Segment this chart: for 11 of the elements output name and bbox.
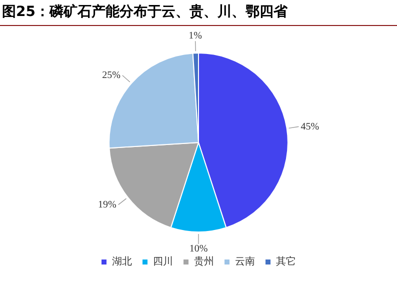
legend-label: 云南 [235,256,255,268]
data-label: 25% [102,70,120,82]
data-label: 19% [98,199,116,210]
legend-label: 其它 [276,256,296,268]
legend-label: 贵州 [194,256,214,268]
data-label: 1% [188,30,202,42]
data-label: 10% [189,244,208,255]
legend-label: 湖北 [112,256,132,268]
chart-title: 图25：磷矿石产能分布于云、贵、川、鄂四省 [0,0,397,26]
data-label: 45% [300,121,320,132]
legend-label: 四川 [153,256,173,268]
